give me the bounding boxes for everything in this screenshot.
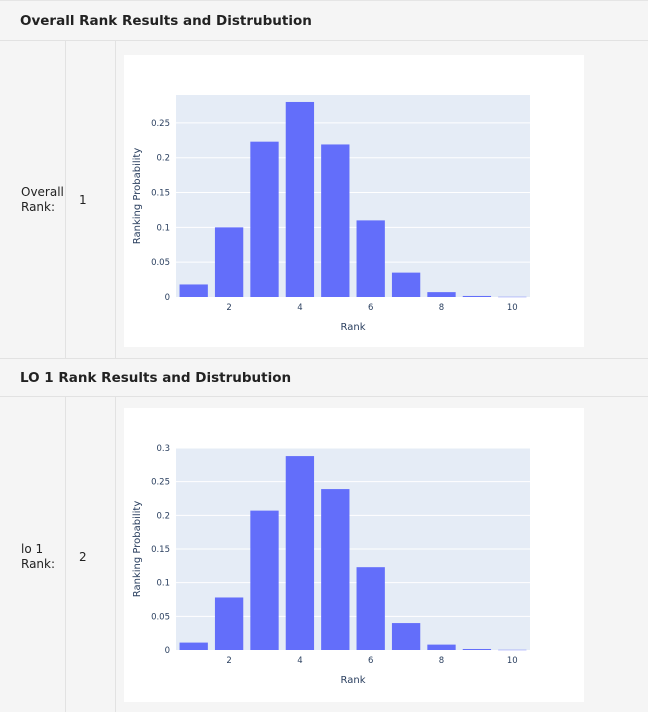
y-tick-label: 0.3 bbox=[156, 444, 170, 454]
x-tick-label: 6 bbox=[368, 656, 373, 666]
x-tick-label: 10 bbox=[507, 303, 518, 313]
bar[interactable] bbox=[321, 489, 350, 650]
x-tick-label: 2 bbox=[226, 656, 231, 666]
bar[interactable] bbox=[285, 456, 315, 650]
x-axis-title: Rank bbox=[341, 322, 366, 333]
y-tick-label: 0.1 bbox=[156, 223, 170, 233]
x-tick-label: 8 bbox=[439, 656, 444, 666]
chart-cell: 0 0.05 0.1 0.15 0.2 0.25 2 4 6 8 10 Rank Ranking Pro… bbox=[116, 41, 648, 358]
y-axis-title: Ranking Probability bbox=[132, 501, 143, 598]
bar[interactable] bbox=[356, 567, 385, 650]
y-tick-label: 0 bbox=[165, 293, 170, 303]
bar[interactable] bbox=[214, 227, 244, 297]
rank-row-overall: Overall Rank: 1 0 0.05 0.1 0.15 0.2 0.25 2 4 6 8 1… bbox=[0, 41, 648, 359]
y-tick-label: 0.2 bbox=[156, 154, 170, 164]
bar[interactable] bbox=[214, 597, 244, 650]
x-tick-label: 10 bbox=[507, 656, 518, 666]
rank-distribution-chart: 0 0.05 0.1 0.15 0.2 0.25 2 4 6 8 10 Rank Ranking Pro… bbox=[132, 95, 530, 333]
bar[interactable] bbox=[179, 284, 208, 297]
chart-card: 0 0.05 0.1 0.15 0.2 0.25 0.3 2 4 6 8 10 Rank Ranking … bbox=[124, 408, 584, 702]
bar[interactable] bbox=[356, 220, 385, 297]
section-header-overall: Overall Rank Results and Distrubution bbox=[0, 1, 648, 41]
y-tick-label: 0.2 bbox=[156, 511, 170, 521]
y-tick-label: 0.15 bbox=[151, 545, 170, 555]
rank-row-lo1: lo 1 Rank: 2 0 0.05 0.1 0.15 0.2 0.25 0.3 2 4 6 8 1… bbox=[0, 397, 648, 712]
bar[interactable] bbox=[250, 510, 279, 650]
bar[interactable] bbox=[391, 272, 421, 297]
x-tick-label: 8 bbox=[439, 303, 444, 313]
y-axis-title: Ranking Probability bbox=[132, 148, 143, 245]
y-tick-label: 0.15 bbox=[151, 189, 170, 199]
bar[interactable] bbox=[321, 144, 350, 297]
bar[interactable] bbox=[427, 292, 456, 297]
x-tick-label: 6 bbox=[368, 303, 373, 313]
rank-label: lo 1 Rank: bbox=[0, 397, 66, 712]
y-tick-label: 0.05 bbox=[151, 258, 170, 268]
rank-value: 2 bbox=[66, 397, 116, 712]
chart-cell: 0 0.05 0.1 0.15 0.2 0.25 0.3 2 4 6 8 10 Rank Ranking … bbox=[116, 397, 648, 712]
x-axis-title: Rank bbox=[341, 675, 366, 686]
y-tick-label: 0.25 bbox=[151, 119, 170, 129]
bar[interactable] bbox=[250, 141, 279, 297]
bar[interactable] bbox=[462, 648, 492, 650]
rank-label: Overall Rank: bbox=[0, 41, 66, 358]
rank-distribution-chart: 0 0.05 0.1 0.15 0.2 0.25 0.3 2 4 6 8 10 Rank Ranking … bbox=[132, 444, 530, 686]
bar[interactable] bbox=[391, 623, 421, 650]
section-header-lo1: LO 1 Rank Results and Distrubution bbox=[0, 359, 648, 397]
x-tick-label: 4 bbox=[297, 656, 302, 666]
bar[interactable] bbox=[427, 644, 456, 650]
y-tick-label: 0 bbox=[165, 646, 170, 656]
y-tick-label: 0.25 bbox=[151, 478, 170, 488]
bar[interactable] bbox=[462, 295, 492, 297]
bar[interactable] bbox=[179, 642, 208, 650]
y-tick-label: 0.05 bbox=[151, 612, 170, 622]
section-title: Overall Rank Results and Distrubution bbox=[20, 12, 312, 29]
bar[interactable] bbox=[285, 101, 315, 297]
y-tick-label: 0.1 bbox=[156, 579, 170, 589]
x-tick-label: 2 bbox=[226, 303, 231, 313]
chart-card: 0 0.05 0.1 0.15 0.2 0.25 2 4 6 8 10 Rank Ranking Pro… bbox=[124, 55, 584, 347]
rank-value: 1 bbox=[66, 41, 116, 358]
section-title: LO 1 Rank Results and Distrubution bbox=[20, 369, 292, 386]
x-tick-label: 4 bbox=[297, 303, 302, 313]
